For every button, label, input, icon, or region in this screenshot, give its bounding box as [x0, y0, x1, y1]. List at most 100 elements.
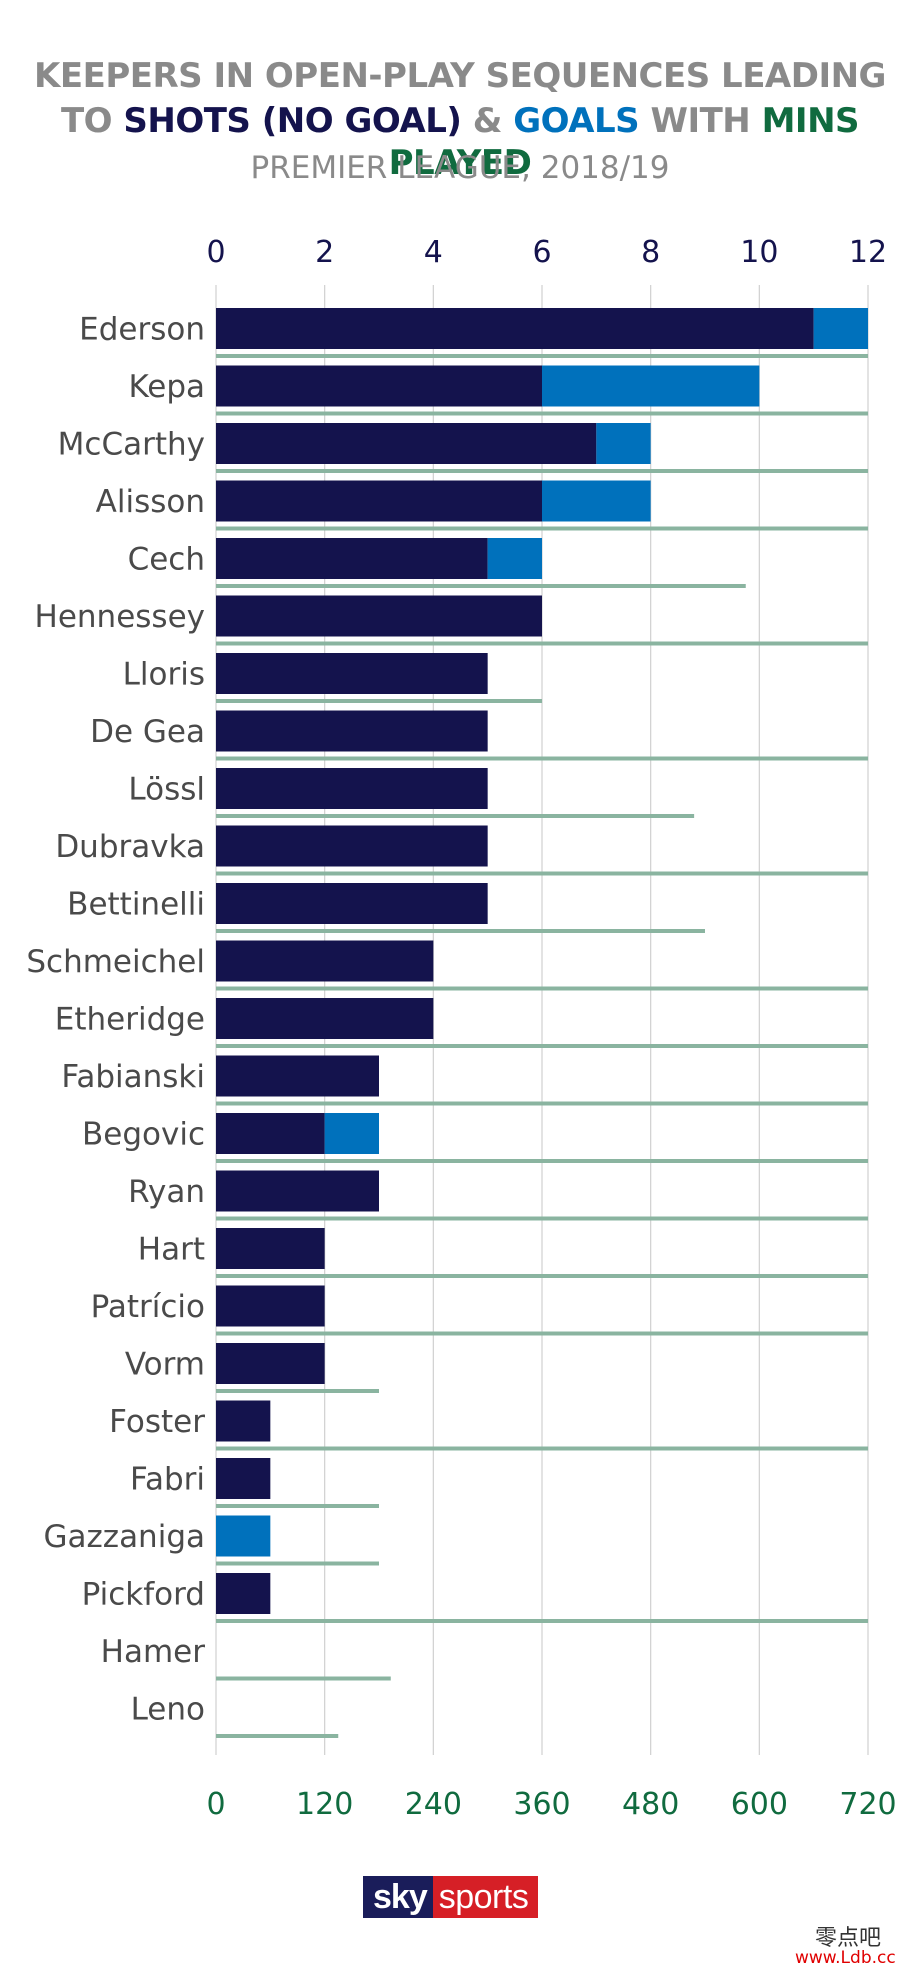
- mins-played-line: [216, 814, 695, 818]
- mins-played-line: [216, 1561, 379, 1566]
- category-label: Hart: [138, 1232, 205, 1268]
- mins-played-line: [216, 526, 868, 531]
- top-axis-tick-label: 8: [641, 235, 660, 270]
- category-label: Vorm: [125, 1347, 205, 1383]
- mins-played-line: [216, 1274, 868, 1278]
- sky-sports-logo: sky sports: [363, 1876, 539, 1918]
- shots-bar: [216, 595, 542, 637]
- goals-bar: [542, 365, 760, 407]
- category-label: Hennessey: [35, 599, 205, 635]
- top-axis-tick-label: 12: [849, 235, 887, 270]
- chart-title-line1: KEEPERS IN OPEN-PLAY SEQUENCES LEADING: [34, 56, 886, 96]
- category-label: Kepa: [128, 369, 205, 405]
- mins-played-line: [216, 411, 868, 416]
- bottom-axis-tick-label: 600: [731, 1787, 788, 1822]
- category-label: Dubravka: [55, 829, 205, 865]
- bottom-axis-tick-label: 120: [296, 1787, 353, 1822]
- category-label: Begovic: [82, 1117, 205, 1153]
- shots-bar: [216, 1285, 325, 1327]
- category-label: Bettinelli: [67, 887, 205, 923]
- category-label: Pickford: [82, 1577, 205, 1613]
- mins-played-line: [216, 584, 746, 588]
- mins-played-line: [216, 1389, 379, 1393]
- goals-bar: [324, 1113, 379, 1154]
- category-label: Lloris: [123, 657, 205, 693]
- goals-bar: [542, 480, 651, 522]
- category-label: Fabianski: [61, 1059, 205, 1095]
- category-label: McCarthy: [58, 427, 205, 463]
- goals-bar: [487, 538, 542, 579]
- shots-bar: [216, 480, 542, 522]
- top-axis-tick-label: 6: [532, 235, 551, 270]
- shots-bar: [216, 825, 488, 867]
- mins-played-line: [216, 1676, 391, 1681]
- logo-sky: sky: [363, 1876, 433, 1918]
- category-label: Cech: [128, 542, 205, 578]
- logo-sports: sports: [432, 1876, 539, 1918]
- chart-subtitle: PREMIER LEAGUE, 2018/19: [250, 150, 670, 186]
- category-label: Hamer: [101, 1634, 206, 1670]
- top-axis-tick-label: 2: [315, 235, 334, 270]
- category-label: Schmeichel: [26, 944, 205, 980]
- shots-bar: [216, 1343, 325, 1384]
- shots-bar: [216, 1400, 271, 1442]
- shots-bar: [216, 308, 814, 349]
- shots-bar: [216, 1113, 325, 1154]
- mins-played-line: [216, 1619, 868, 1623]
- shots-bar: [216, 653, 488, 694]
- mins-played-line: [216, 1446, 868, 1451]
- shots-bar: [216, 1055, 379, 1097]
- mins-played-line: [216, 354, 868, 358]
- mins-played-line: [216, 1331, 868, 1336]
- category-label: Ryan: [128, 1174, 205, 1210]
- category-label: Lössl: [128, 772, 205, 808]
- chart-title-line2: TO SHOTS (NO GOAL) & GOALS WITH MINS PLA…: [0, 100, 920, 184]
- category-label: Patrício: [91, 1289, 205, 1325]
- title-shots-label: SHOTS (NO GOAL): [123, 101, 462, 141]
- goals-bar: [216, 1515, 271, 1557]
- mins-played-line: [216, 929, 705, 933]
- category-label: Gazzaniga: [44, 1519, 206, 1555]
- title-amp: &: [461, 101, 514, 141]
- bar-chart: 0 2 4 6 8 10 120 120 240 360 480 600 720EdersonKepaM…: [26, 235, 896, 1822]
- watermark-text: 零点吧: [815, 1926, 882, 1951]
- top-axis-tick-label: 10: [740, 235, 778, 270]
- category-label: Ederson: [79, 312, 205, 348]
- bottom-axis-tick-label: 240: [405, 1787, 462, 1822]
- shots-bar: [216, 1170, 379, 1212]
- watermark-url: www.Ldb.cc: [795, 1948, 896, 1968]
- bottom-axis-tick-label: 720: [839, 1787, 896, 1822]
- category-label: De Gea: [90, 714, 205, 750]
- mins-played-line: [216, 871, 868, 876]
- category-label: Leno: [131, 1692, 205, 1728]
- shots-bar: [216, 423, 597, 464]
- top-axis-tick-label: 4: [424, 235, 443, 270]
- mins-played-line: [216, 1734, 339, 1738]
- mins-played-line: [216, 1044, 868, 1048]
- category-label: Alisson: [96, 484, 205, 520]
- category-label: Foster: [109, 1404, 205, 1440]
- shots-bar: [216, 883, 488, 924]
- shots-bar: [216, 1228, 325, 1269]
- bottom-axis-tick-label: 480: [622, 1787, 679, 1822]
- goals-bar: [596, 423, 651, 464]
- shots-bar: [216, 768, 488, 809]
- bottom-axis-tick-label: 360: [513, 1787, 570, 1822]
- mins-played-line: [216, 1101, 868, 1106]
- mins-played-line: [216, 986, 868, 991]
- category-label: Etheridge: [55, 1002, 205, 1038]
- category-label: Fabri: [130, 1462, 205, 1498]
- shots-bar: [216, 1458, 271, 1499]
- mins-played-line: [216, 699, 542, 703]
- mins-played-line: [216, 1159, 868, 1163]
- mins-played-line: [216, 469, 868, 473]
- top-axis-tick-label: 0: [206, 235, 225, 270]
- mins-played-line: [216, 1216, 868, 1221]
- title-goals-label: GOALS: [513, 101, 640, 141]
- mins-played-line: [216, 641, 868, 646]
- mins-played-line: [216, 756, 868, 761]
- shots-bar: [216, 940, 434, 982]
- shots-bar: [216, 710, 488, 752]
- bottom-axis-tick-label: 0: [206, 1787, 225, 1822]
- title-prefix: TO: [60, 101, 124, 141]
